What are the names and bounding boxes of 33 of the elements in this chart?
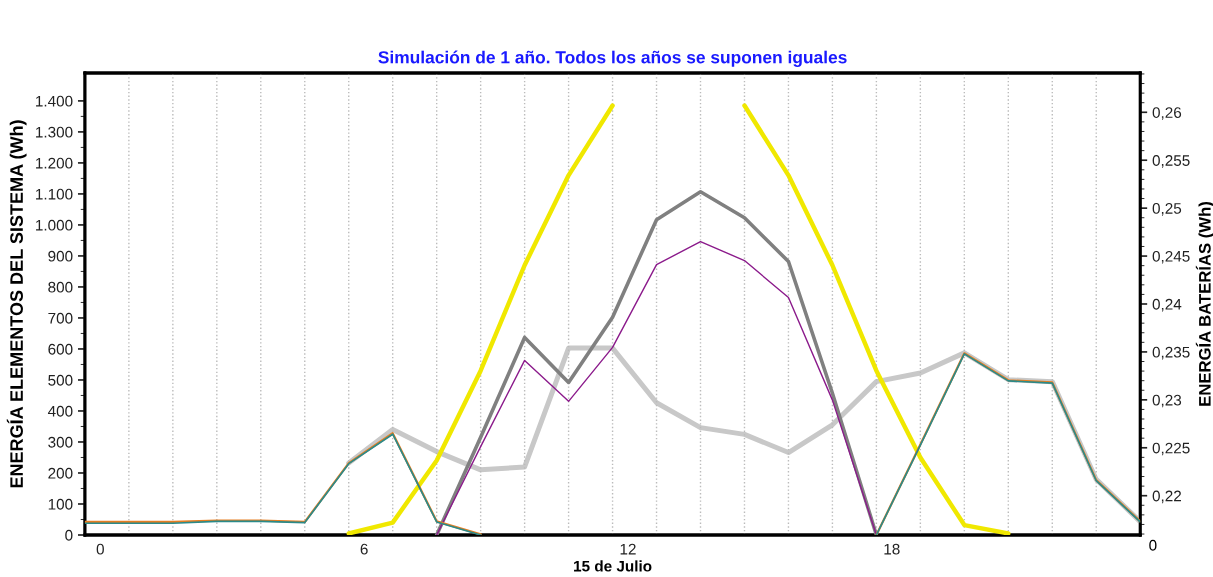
y-tick-label: 1.300 <box>36 126 73 138</box>
y2-tick-label: 0,26 <box>1152 107 1182 120</box>
y2-tick-label: 0,235 <box>1152 346 1190 360</box>
y2-tick-label: 0,22 <box>1152 490 1181 504</box>
y-tick-label: 1.000 <box>36 219 73 231</box>
y2-tick-label: 0,255 <box>1152 155 1190 168</box>
x-tick-label: 0 <box>96 543 104 555</box>
line-series <box>435 240 878 535</box>
y2-tick-label: 0,23 <box>1152 394 1182 408</box>
y2-tick-label: 0,24 <box>1152 298 1182 312</box>
y2-tick-label: 0,225 <box>1152 442 1190 456</box>
x-tick-label: 6 <box>360 543 368 555</box>
y-tick-label: 300 <box>48 436 73 448</box>
y-tick-label: 1.100 <box>36 188 73 200</box>
y-tick-label: 800 <box>48 281 73 293</box>
x-tick-label: 18 <box>884 543 900 555</box>
y-tick-label: 500 <box>48 374 73 386</box>
y-tick-label: 900 <box>48 250 73 262</box>
y-axis-title: ENERGÍA ELEMENTOS DEL SISTEMA (Wh) <box>6 120 27 488</box>
y-tick-label: 0 <box>65 529 73 541</box>
line-series <box>434 189 879 535</box>
y-tick-label: 100 <box>48 498 73 510</box>
y-tick-label: 1.400 <box>36 95 73 107</box>
y-tick-label: 400 <box>47 405 73 417</box>
y-tick-label: 1.200 <box>36 157 73 169</box>
x-tick-label: 12 <box>620 543 636 555</box>
x-axis-title: 15 de Julio <box>574 560 652 572</box>
y2-tick-label: 0,25 <box>1152 203 1182 216</box>
y-tick-label: 600 <box>48 343 73 355</box>
chart-title: Simulación de 1 año. Todos los años se suponen iguales <box>378 50 847 67</box>
y-tick-label: 200 <box>48 467 73 479</box>
y-tick-label: 700 <box>48 312 73 324</box>
y2-tick-label: 0,245 <box>1152 250 1190 264</box>
